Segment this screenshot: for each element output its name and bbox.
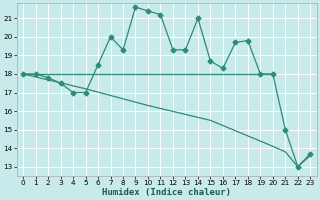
X-axis label: Humidex (Indice chaleur): Humidex (Indice chaleur) [102, 188, 231, 197]
